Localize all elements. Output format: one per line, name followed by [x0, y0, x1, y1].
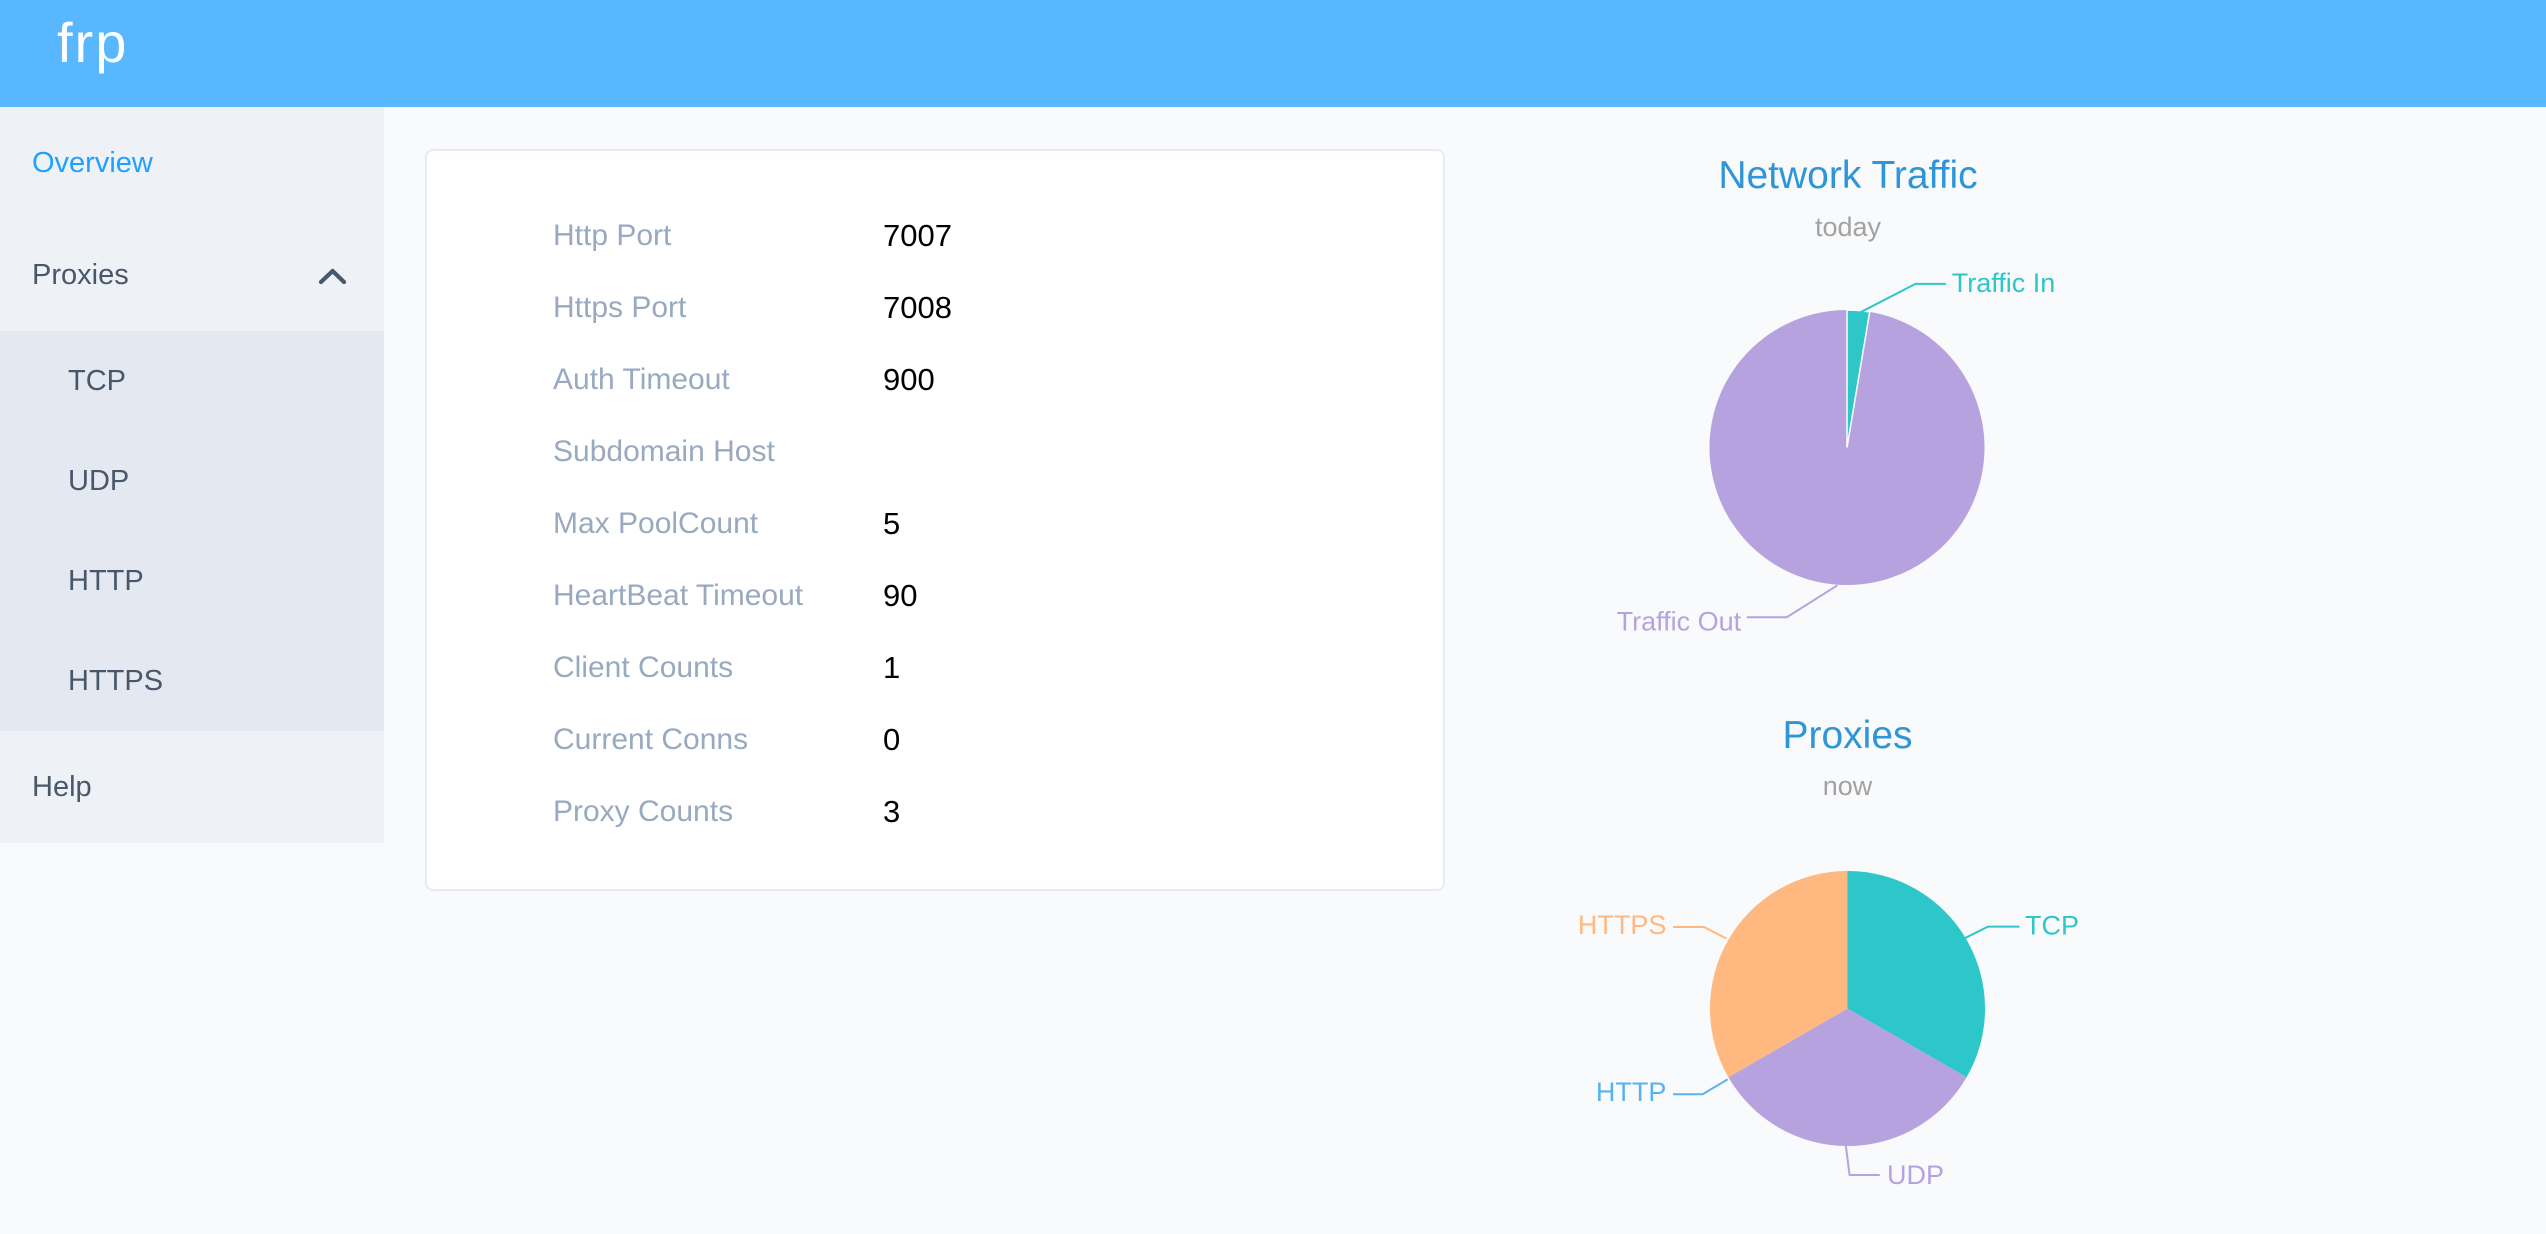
svg-text:now: now — [1823, 771, 1873, 801]
svg-text:Network Traffic: Network Traffic — [1718, 154, 1977, 197]
svg-text:HTTP: HTTP — [1596, 1077, 1667, 1107]
svg-text:today: today — [1815, 212, 1882, 242]
svg-text:Traffic Out: Traffic Out — [1617, 606, 1742, 636]
svg-text:HTTPS: HTTPS — [1578, 910, 1667, 940]
svg-text:Traffic In: Traffic In — [1952, 268, 2056, 298]
svg-text:TCP: TCP — [2025, 910, 2079, 940]
svg-text:Proxies: Proxies — [1782, 714, 1912, 757]
svg-text:UDP: UDP — [1887, 1160, 1944, 1190]
